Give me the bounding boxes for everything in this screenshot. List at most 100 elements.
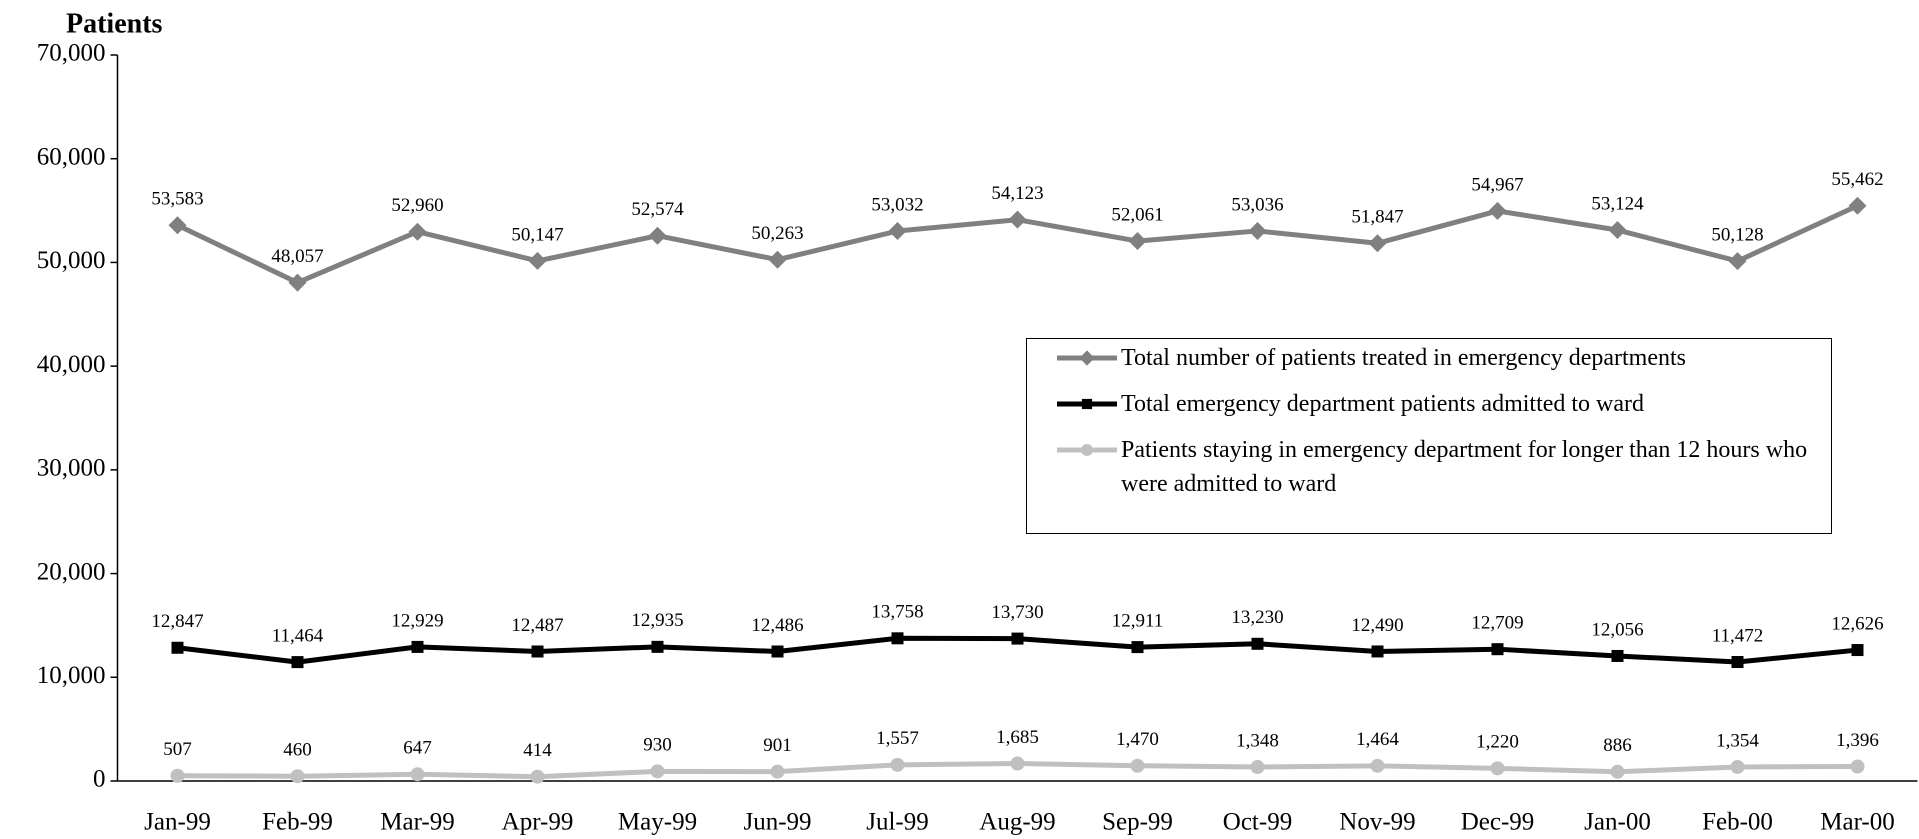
marker <box>1490 761 1505 776</box>
marker <box>890 757 905 772</box>
data-label: 11,464 <box>272 625 324 646</box>
data-label: 12,486 <box>751 615 803 636</box>
marker <box>1728 252 1747 271</box>
marker <box>411 640 424 653</box>
marker <box>288 273 307 292</box>
data-label: 12,487 <box>511 615 563 636</box>
legend-swatch <box>1057 444 1117 456</box>
x-tick-label: May-99 <box>618 809 697 836</box>
marker <box>531 645 544 658</box>
data-label: 1,464 <box>1356 729 1399 750</box>
x-tick-label: Mar-00 <box>1820 809 1894 836</box>
marker <box>410 767 425 782</box>
y-tick-label: 50,000 <box>37 247 106 274</box>
data-label: 12,929 <box>391 610 443 631</box>
marker <box>1081 444 1093 456</box>
marker <box>891 632 904 645</box>
x-tick-label: Feb-99 <box>262 809 333 836</box>
data-label: 1,220 <box>1476 732 1519 753</box>
data-label: 414 <box>523 740 552 761</box>
legend-swatch <box>1057 398 1117 410</box>
marker <box>888 221 907 240</box>
marker <box>1850 759 1865 774</box>
marker <box>171 641 184 654</box>
data-label: 52,574 <box>631 199 684 220</box>
legend-item: Total number of patients treated in emer… <box>1057 341 1831 375</box>
y-tick-label: 60,000 <box>37 143 106 170</box>
y-axis-title: Patients <box>66 8 163 39</box>
data-label: 12,709 <box>1471 613 1523 634</box>
legend-swatch <box>1057 350 1117 366</box>
x-tick-label: Jan-99 <box>144 809 211 836</box>
marker <box>1130 758 1145 773</box>
x-tick-label: Oct-99 <box>1223 809 1292 836</box>
data-label: 1,396 <box>1836 730 1879 751</box>
y-tick-label: 70,000 <box>37 40 106 67</box>
data-label: 13,758 <box>871 602 923 623</box>
x-tick-label: Feb-00 <box>1702 809 1773 836</box>
legend-item: Patients staying in emergency department… <box>1057 433 1831 501</box>
marker <box>1011 632 1024 645</box>
data-label: 1,685 <box>996 727 1039 748</box>
data-label: 53,036 <box>1231 194 1283 215</box>
marker <box>170 768 185 783</box>
marker <box>1848 196 1867 215</box>
data-label: 901 <box>763 735 792 756</box>
marker <box>770 764 785 779</box>
data-label: 12,847 <box>151 611 203 632</box>
marker <box>1128 232 1147 251</box>
y-tick-label: 0 <box>93 766 106 793</box>
marker <box>291 656 304 669</box>
data-label: 1,354 <box>1716 730 1759 751</box>
data-label: 647 <box>403 738 432 759</box>
marker <box>1611 649 1624 662</box>
data-label: 507 <box>163 739 192 760</box>
x-tick-label: Apr-99 <box>502 809 574 836</box>
data-label: 53,583 <box>151 189 203 210</box>
marker <box>1608 221 1627 240</box>
marker <box>1250 760 1265 775</box>
marker <box>168 216 187 235</box>
y-tick-label: 10,000 <box>37 662 106 689</box>
marker <box>1079 350 1095 366</box>
data-label: 50,128 <box>1711 224 1763 245</box>
data-label: 48,057 <box>271 246 323 267</box>
x-tick-label: Jul-99 <box>866 809 929 836</box>
marker <box>530 769 545 784</box>
data-label: 52,061 <box>1111 204 1163 225</box>
data-label: 460 <box>283 740 312 761</box>
marker <box>1370 758 1385 773</box>
marker <box>1008 210 1027 229</box>
data-label: 53,124 <box>1591 193 1644 214</box>
marker <box>651 640 664 653</box>
marker <box>650 764 665 779</box>
legend: Total number of patients treated in emer… <box>1026 338 1832 534</box>
data-label: 55,462 <box>1831 169 1883 190</box>
marker <box>1368 234 1387 253</box>
marker <box>1488 201 1507 220</box>
data-label: 930 <box>643 735 672 756</box>
data-label: 13,230 <box>1231 607 1283 628</box>
data-label: 12,935 <box>631 610 683 631</box>
x-tick-label: Aug-99 <box>979 809 1055 836</box>
x-tick-label: Mar-99 <box>380 809 454 836</box>
data-label: 1,470 <box>1116 729 1159 750</box>
data-label: 52,960 <box>391 195 443 216</box>
y-tick-label: 30,000 <box>37 455 106 482</box>
marker <box>1131 641 1144 654</box>
data-label: 53,032 <box>871 194 923 215</box>
y-tick-label: 40,000 <box>37 351 106 378</box>
data-label: 886 <box>1603 735 1632 756</box>
data-label: 1,348 <box>1236 730 1279 751</box>
marker <box>1081 398 1093 410</box>
marker <box>1248 221 1267 240</box>
data-label: 12,490 <box>1351 615 1403 636</box>
marker <box>528 251 547 270</box>
legend-label: Total number of patients treated in emer… <box>1121 345 1687 371</box>
data-label: 12,626 <box>1831 613 1883 634</box>
marker <box>1731 656 1744 669</box>
x-tick-label: Dec-99 <box>1461 809 1535 836</box>
legend-label: Patients staying in emergency department… <box>1121 437 1808 497</box>
